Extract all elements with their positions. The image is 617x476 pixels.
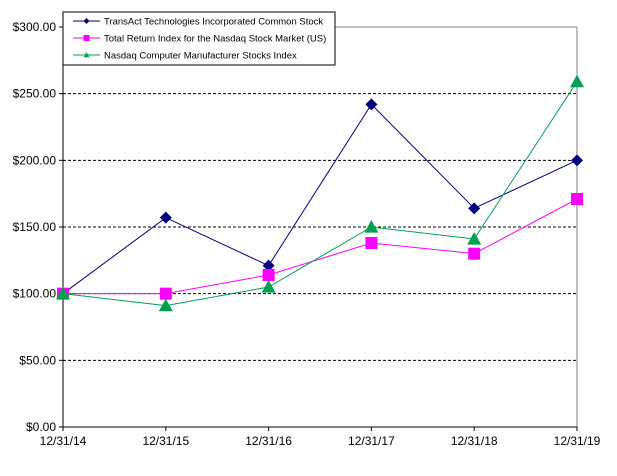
y-tick-label: $200.00: [13, 153, 57, 167]
legend-label: Total Return Index for the Nasdaq Stock …: [104, 34, 326, 45]
x-tick-label: 12/31/14: [40, 434, 87, 448]
data-point: [570, 74, 584, 88]
legend-marker: [83, 18, 90, 24]
data-point: [56, 286, 70, 300]
data-point: [261, 280, 276, 293]
data-point: [262, 259, 275, 272]
series-line: [62, 103, 578, 295]
data-point: [571, 193, 583, 205]
x-tick-label: 12/31/15: [142, 434, 189, 448]
series-line: [63, 198, 578, 295]
data-point: [468, 202, 481, 215]
data-point: [571, 154, 583, 167]
legend-marker: [83, 35, 90, 41]
legend-label: TransAct Technologies Incorporated Commo…: [104, 17, 323, 28]
data-point: [158, 298, 173, 312]
legend: TransAct Technologies Incorporated Commo…: [62, 11, 336, 66]
y-tick-label: $0.00: [26, 420, 56, 434]
data-point: [468, 247, 481, 260]
y-tick-label: $150.00: [13, 220, 57, 234]
series-2: [57, 193, 583, 300]
data-point: [365, 98, 378, 111]
x-tick-label: 12/31/18: [451, 434, 498, 448]
data-point: [467, 232, 482, 245]
y-tick-label: $50.00: [19, 353, 56, 367]
y-tick-label: $100.00: [13, 287, 57, 301]
data-point: [364, 220, 379, 233]
series-3: [56, 74, 584, 312]
x-tick-label: 12/31/16: [245, 434, 292, 448]
data-point: [262, 269, 275, 281]
legend-box: [62, 11, 336, 66]
x-tick-label: 12/31/19: [554, 434, 601, 448]
data-point: [159, 211, 172, 224]
data-point: [159, 287, 172, 300]
y-tick-label: $300.00: [13, 20, 57, 34]
legend-label: Nasdaq Computer Manufacturer Stocks Inde…: [104, 51, 297, 62]
series-line: [62, 81, 578, 307]
y-tick-label: $250.00: [13, 87, 57, 101]
x-tick-label: 12/31/17: [348, 434, 395, 448]
legend-marker: [83, 52, 90, 58]
series-1: [57, 98, 583, 300]
data-point: [365, 237, 378, 249]
